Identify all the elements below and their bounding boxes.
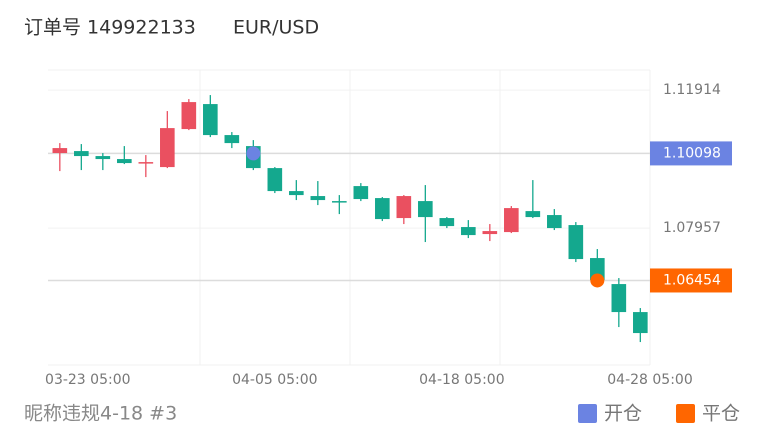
candle-body [461,227,476,236]
x-tick-label: 04-18 05:00 [419,372,504,388]
plot-frame [48,69,651,366]
y-tick-label: 1.11914 [663,82,721,98]
legend-swatch [578,404,597,423]
candle-body [353,186,369,200]
symbol: EUR/USD [233,17,319,39]
candle-body [418,201,433,218]
candle-body [525,211,541,218]
trade-marker [590,273,605,288]
legend-label: 平仓 [702,403,740,425]
candle-body [504,208,519,233]
x-tick-label: 04-05 05:00 [232,372,317,388]
candle-body [439,218,455,227]
x-tick-label: 03-23 05:00 [45,372,130,388]
candle-body [289,191,304,196]
candle-body [224,135,240,144]
candle-body [117,159,132,164]
candle-body [633,312,648,334]
price-label: 1.10098 [663,145,721,161]
price-box [650,141,732,166]
legend-swatch [676,404,695,423]
candle-body [375,198,390,220]
candle-body [52,148,68,154]
candle-body [203,104,218,136]
candle-body [138,162,154,164]
candle-body [181,102,197,130]
price-box [650,268,732,293]
candle-body [95,156,111,160]
candle-body [611,284,627,313]
candle-body [332,201,347,203]
y-tick-label: 1.07957 [663,220,721,236]
x-tick-label: 04-28 05:00 [607,372,692,388]
candle-body [74,151,89,157]
candle-body [547,215,562,229]
legend-label: 开仓 [604,403,642,425]
trade-marker [246,146,261,161]
footer: 昵称违规4-18 #3 [24,403,177,425]
candle-body [482,231,498,235]
candle-body [267,168,283,192]
price-label: 1.06454 [663,272,721,288]
order-number: 订单号 149922133 [24,17,196,39]
candle-body [568,225,584,260]
candle-body [160,128,175,168]
candle-body [396,196,412,219]
candle-body [310,196,326,201]
